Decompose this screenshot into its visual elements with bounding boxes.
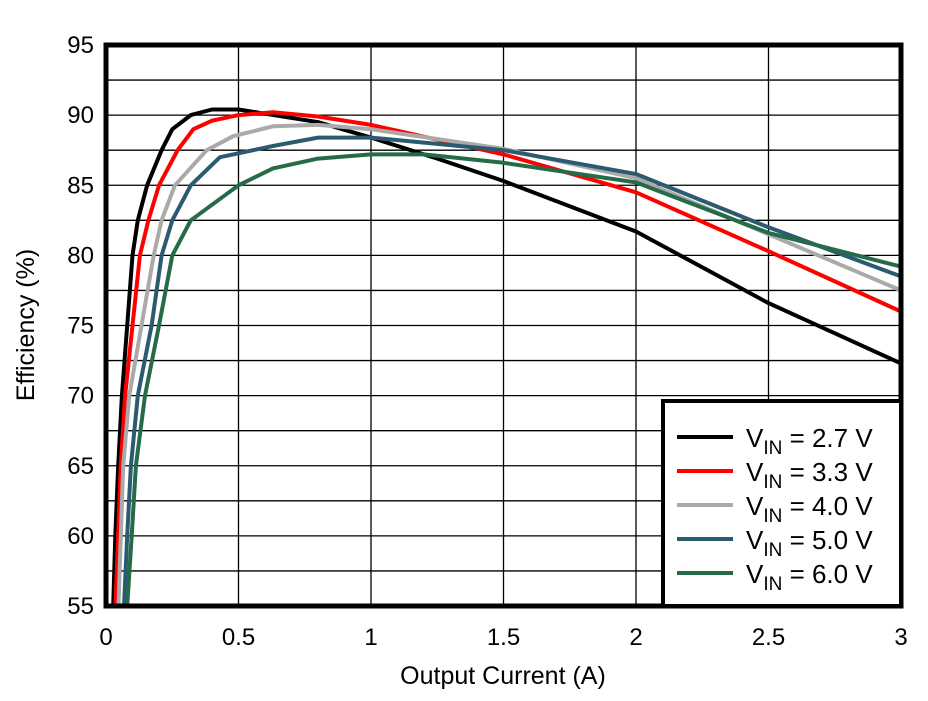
y-tick-label: 65	[67, 453, 94, 480]
y-tick-label: 85	[67, 172, 94, 199]
y-tick-label: 75	[67, 313, 94, 340]
y-tick-label: 70	[67, 383, 94, 410]
legend-entry: VIN = 4.0 V	[746, 491, 873, 527]
y-tick-label: 55	[67, 593, 94, 620]
y-tick-labels: 55 60 65 70 75 80 85 90 95	[67, 32, 94, 620]
series-line-1	[113, 110, 901, 606]
series-lines	[111, 107, 901, 606]
y-tick-label: 95	[67, 32, 94, 59]
plot-frame	[103, 42, 904, 609]
x-tick-label: 0	[99, 624, 112, 651]
legend-entry: VIN = 2.7 V	[746, 423, 873, 459]
legend-entry: VIN = 6.0 V	[746, 559, 873, 595]
x-tick-labels: 0 0.5 1 1.5 2 2.5 3	[99, 624, 907, 651]
series-line-3	[122, 135, 901, 606]
y-axis-label: Efficiency (%)	[12, 249, 40, 401]
series-line-4	[125, 152, 901, 606]
x-axis-label: Output Current (A)	[400, 662, 606, 690]
x-tick-label: 2.5	[752, 624, 785, 651]
series-line-0	[111, 107, 901, 606]
x-tick-label: 0.5	[222, 624, 255, 651]
y-tick-label: 80	[67, 242, 94, 269]
y-tick-label: 60	[67, 523, 94, 550]
x-tick-label: 3	[894, 624, 907, 651]
legend-entry: VIN = 3.3 V	[746, 457, 873, 493]
x-tick-label: 1	[364, 624, 377, 651]
x-tick-label: 1.5	[487, 624, 520, 651]
y-tick-label: 90	[67, 102, 94, 129]
legend-entry: VIN = 5.0 V	[746, 525, 873, 561]
x-tick-label: 2	[629, 624, 642, 651]
